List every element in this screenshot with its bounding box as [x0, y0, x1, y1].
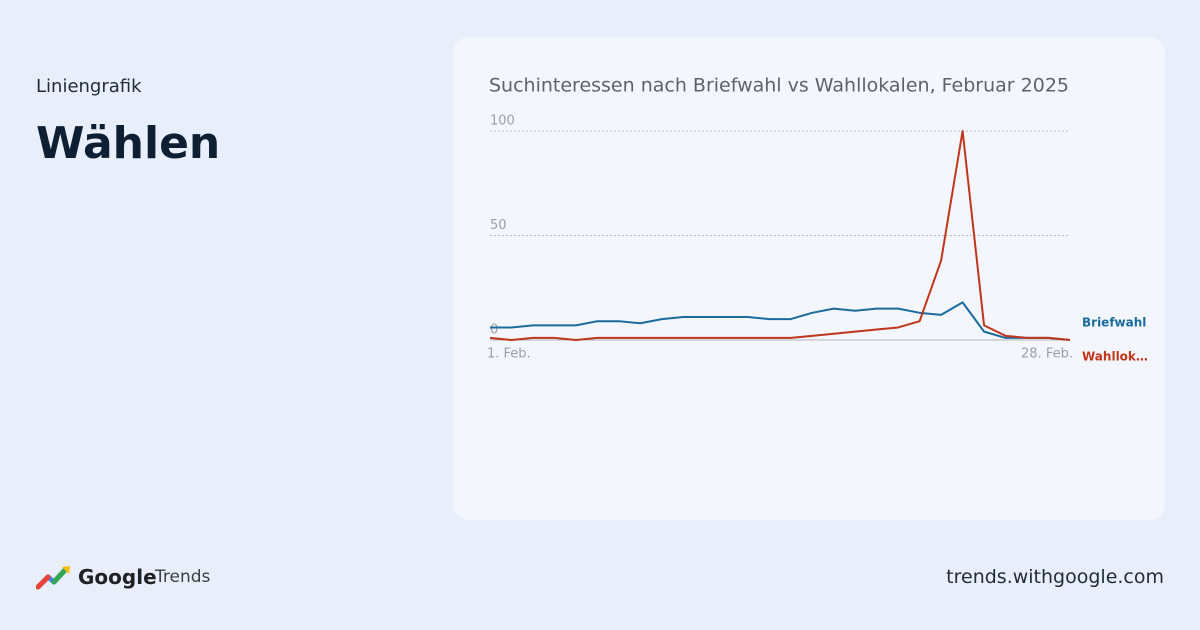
- y-tick-label: 50: [490, 218, 507, 233]
- y-tick-label: 100: [490, 114, 515, 129]
- x-tick-label: 28. Feb.: [1021, 347, 1073, 362]
- chart-title: Suchinteressen nach Briefwahl vs Wahllok…: [489, 75, 1069, 97]
- legend-label: Briefwahl: [1082, 316, 1146, 330]
- footer-url: trends.withgoogle.com: [946, 566, 1164, 588]
- page-title: Wählen: [36, 118, 221, 169]
- trends-logo: [36, 566, 70, 590]
- y-tick-label: 0: [490, 323, 498, 338]
- brand-google: Google: [78, 565, 157, 589]
- legend-label: Wahllok…: [1082, 350, 1148, 364]
- chart-card: [453, 37, 1165, 520]
- series-line: [489, 130, 1071, 341]
- brand-product: Trends: [155, 567, 211, 587]
- kicker: Liniengrafik: [36, 76, 142, 97]
- series-line: [490, 301, 1071, 341]
- x-tick-label: 1. Feb.: [487, 347, 531, 362]
